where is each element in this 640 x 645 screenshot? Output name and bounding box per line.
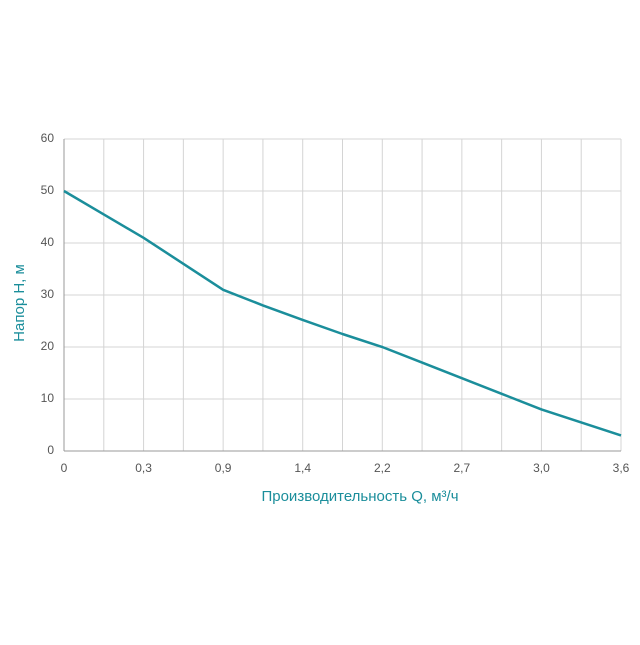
y-tick-label: 40 <box>41 235 55 249</box>
y-tick-label: 0 <box>47 443 54 457</box>
x-tick-label: 1,4 <box>294 461 311 475</box>
x-tick-label: 0,9 <box>215 461 232 475</box>
x-tick-label: 0,3 <box>135 461 152 475</box>
x-tick-label: 2,2 <box>374 461 391 475</box>
x-axis-title: Производительность Q, м³/ч <box>261 488 458 505</box>
y-tick-label: 10 <box>41 391 55 405</box>
x-tick-label: 3,6 <box>613 461 630 475</box>
y-axis-title: Напор H, м <box>11 264 28 342</box>
x-tick-label: 0 <box>61 461 68 475</box>
x-tick-label: 3,0 <box>533 461 550 475</box>
y-tick-label: 30 <box>41 287 55 301</box>
y-tick-label: 60 <box>41 131 55 145</box>
y-tick-label: 20 <box>41 339 55 353</box>
data-line <box>63 189 622 437</box>
x-tick-label: 2,7 <box>454 461 471 475</box>
y-tick-label: 50 <box>41 183 55 197</box>
